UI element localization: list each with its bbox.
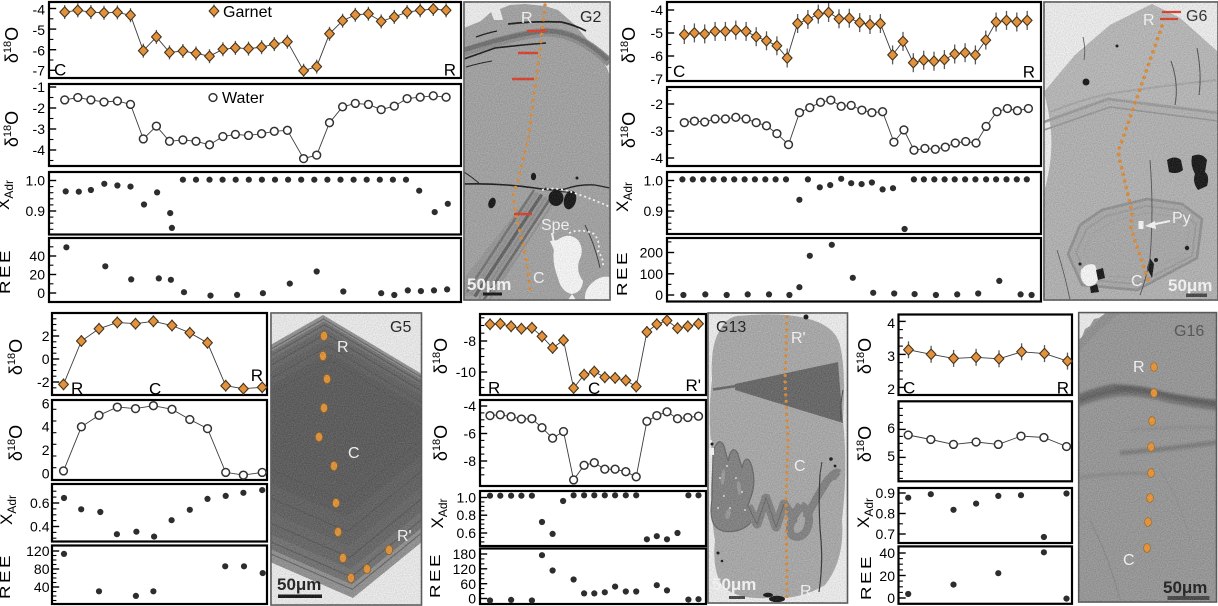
svg-text:120: 120 (453, 561, 477, 577)
svg-text:δ18O: δ18O (855, 426, 875, 462)
svg-text:δ18O: δ18O (2, 27, 22, 63)
svg-text:-1: -1 (33, 79, 46, 95)
svg-text:δ18O: δ18O (2, 111, 22, 147)
svg-text:0.9: 0.9 (26, 203, 46, 219)
svg-text:-4: -4 (651, 150, 664, 166)
svg-text:80: 80 (34, 561, 50, 577)
svg-text:δ18O: δ18O (6, 425, 26, 461)
svg-text:-3: -3 (651, 123, 664, 139)
svg-text:180: 180 (453, 546, 477, 562)
svg-text:-6: -6 (33, 42, 46, 58)
svg-text:REE: REE (427, 552, 444, 598)
svg-text:-2: -2 (651, 96, 664, 112)
svg-text:C: C (588, 379, 600, 398)
svg-text:R: R (71, 379, 83, 398)
svg-text:δ18O: δ18O (431, 338, 451, 374)
svg-text:0.9: 0.9 (644, 203, 664, 219)
svg-text:R: R (1023, 63, 1035, 82)
svg-text:R: R (444, 61, 456, 80)
svg-text:1.0: 1.0 (644, 172, 664, 188)
svg-text:REE: REE (614, 250, 631, 296)
svg-text:XAdr: XAdr (0, 180, 16, 210)
svg-text:XAdr: XAdr (0, 495, 19, 525)
svg-text:60: 60 (460, 576, 476, 592)
svg-text:4: 4 (42, 419, 50, 435)
svg-text:δ18O: δ18O (619, 27, 639, 63)
svg-text:0.6: 0.6 (30, 495, 50, 511)
svg-text:-2: -2 (37, 374, 50, 390)
svg-text:0: 0 (655, 287, 663, 303)
svg-text:δ18O: δ18O (6, 339, 26, 375)
svg-text:-7: -7 (651, 71, 664, 87)
svg-text:-7: -7 (33, 62, 46, 78)
svg-text:-2: -2 (33, 100, 46, 116)
svg-text:R': R' (685, 376, 701, 395)
svg-text:40: 40 (879, 545, 895, 561)
svg-text:Water: Water (222, 90, 265, 107)
svg-text:120: 120 (26, 543, 50, 559)
svg-text:-4: -4 (464, 398, 477, 414)
svg-text:200: 200 (640, 244, 664, 260)
svg-text:0: 0 (887, 590, 895, 606)
svg-text:-5: -5 (33, 22, 46, 38)
svg-text:0: 0 (42, 351, 50, 367)
svg-text:-3: -3 (33, 121, 46, 137)
svg-text:40: 40 (29, 248, 45, 264)
svg-text:0.6: 0.6 (457, 525, 477, 541)
svg-text:-4: -4 (33, 1, 46, 17)
svg-text:0.8: 0.8 (876, 505, 896, 521)
svg-text:100: 100 (640, 266, 664, 282)
svg-text:REE: REE (858, 554, 875, 600)
svg-text:REE: REE (0, 248, 14, 294)
svg-text:δ18O: δ18O (619, 112, 639, 148)
svg-text:R: R (251, 366, 263, 385)
svg-text:R: R (488, 379, 500, 398)
svg-text:0.9: 0.9 (876, 485, 896, 501)
svg-text:-10: -10 (456, 364, 476, 380)
svg-text:δ18O: δ18O (431, 425, 451, 461)
svg-text:0: 0 (468, 590, 476, 606)
svg-text:1.0: 1.0 (457, 489, 477, 505)
svg-text:Garnet: Garnet (223, 4, 272, 21)
svg-text:0.7: 0.7 (876, 526, 896, 542)
svg-text:20: 20 (29, 266, 45, 282)
svg-text:REE: REE (0, 553, 14, 599)
svg-text:2: 2 (42, 442, 50, 458)
svg-text:-5: -5 (651, 25, 664, 41)
svg-text:-6: -6 (464, 425, 477, 441)
svg-text:R: R (1057, 379, 1069, 398)
svg-text:2: 2 (887, 381, 895, 397)
svg-text:3: 3 (887, 348, 895, 364)
svg-text:-8: -8 (464, 453, 477, 469)
svg-text:-4: -4 (33, 142, 46, 158)
svg-text:5: 5 (887, 448, 895, 464)
svg-text:δ18O: δ18O (855, 338, 875, 374)
svg-text:0.8: 0.8 (457, 507, 477, 523)
svg-text:6: 6 (42, 395, 50, 411)
svg-text:6: 6 (887, 420, 895, 436)
svg-text:0: 0 (37, 285, 45, 301)
svg-text:40: 40 (34, 579, 50, 595)
svg-text:-6: -6 (651, 48, 664, 64)
svg-text:2: 2 (42, 328, 50, 344)
svg-text:C: C (903, 379, 915, 398)
svg-text:-4: -4 (651, 2, 664, 18)
svg-text:1.0: 1.0 (26, 172, 46, 188)
svg-text:C: C (54, 61, 66, 80)
svg-text:4: 4 (887, 315, 895, 331)
svg-text:C: C (149, 380, 161, 399)
svg-text:C: C (673, 62, 685, 81)
svg-text:0: 0 (42, 465, 50, 481)
svg-text:-8: -8 (464, 333, 477, 349)
svg-text:0.4: 0.4 (30, 518, 50, 534)
svg-text:20: 20 (879, 568, 895, 584)
